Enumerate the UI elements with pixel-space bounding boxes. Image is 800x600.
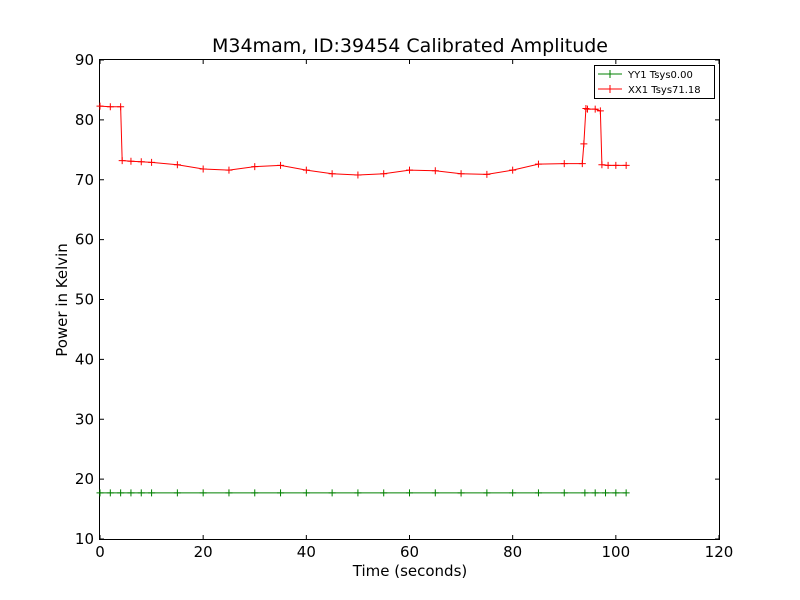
data-point-marker — [483, 170, 491, 178]
data-point-marker — [106, 489, 114, 497]
data-point-marker — [602, 489, 610, 497]
data-point-marker — [431, 489, 439, 497]
data-point-marker — [483, 489, 491, 497]
data-point-marker — [581, 489, 589, 497]
legend-swatch-marker — [606, 70, 614, 78]
data-point-marker — [560, 489, 568, 497]
y-tick-label: 70 — [75, 171, 94, 189]
data-point-marker — [578, 160, 586, 168]
data-point-marker — [582, 104, 590, 112]
data-point-marker — [137, 158, 145, 166]
data-point-marker — [591, 105, 599, 113]
data-point-marker — [127, 489, 135, 497]
data-point-marker — [96, 489, 104, 497]
data-point-marker — [302, 166, 310, 174]
x-tick-label: 0 — [95, 543, 105, 561]
data-point-marker — [328, 170, 336, 178]
legend: YY1 Tsys0.00 XX1 Tsys71.18 — [594, 65, 715, 99]
plot-layer — [96, 102, 630, 497]
x-tick-label: 20 — [194, 543, 213, 561]
legend-swatch-marker — [606, 85, 614, 93]
data-point-marker — [598, 161, 606, 169]
data-point-marker — [251, 489, 259, 497]
chart-title: M34mam, ID:39454 Calibrated Amplitude — [212, 35, 608, 57]
data-point-marker — [457, 489, 465, 497]
y-tick-label: 50 — [75, 291, 94, 309]
legend-box — [594, 65, 715, 99]
data-point-marker — [148, 489, 156, 497]
data-point-marker — [612, 161, 620, 169]
data-point-marker — [380, 170, 388, 178]
data-point-marker — [277, 489, 285, 497]
data-point-marker — [580, 140, 588, 148]
data-point-marker — [148, 158, 156, 166]
data-point-marker — [354, 171, 362, 179]
data-point-marker — [622, 161, 630, 169]
tick-layer: 0 20 40 60 80 100 120 10 20 30 40 50 60 70 80 90 — [75, 51, 733, 561]
data-point-marker — [622, 489, 630, 497]
data-point-marker — [173, 489, 181, 497]
data-point-marker — [509, 489, 517, 497]
data-point-marker — [118, 157, 126, 165]
series-group — [96, 102, 630, 179]
legend-entry-label: YY1 Tsys0.00 — [627, 70, 693, 81]
data-point-marker — [173, 161, 181, 169]
series-group — [96, 489, 630, 497]
data-point-marker — [406, 489, 413, 497]
x-tick-label: 60 — [400, 543, 419, 561]
data-point-marker — [225, 166, 233, 174]
data-point-marker — [406, 166, 413, 174]
y-tick-label: 20 — [75, 470, 94, 488]
y-tick-label: 80 — [75, 111, 94, 129]
y-tick-label: 60 — [75, 231, 94, 249]
data-point-marker — [277, 161, 285, 169]
data-point-marker — [127, 157, 135, 165]
data-point-marker — [596, 107, 604, 115]
data-point-marker — [199, 489, 207, 497]
data-point-marker — [431, 167, 439, 175]
x-tick-label: 40 — [297, 543, 316, 561]
y-tick-label: 90 — [75, 51, 94, 69]
data-point-marker — [591, 489, 599, 497]
data-point-marker — [302, 489, 310, 497]
data-point-marker — [604, 161, 612, 169]
x-axis-label: Time (seconds) — [352, 562, 468, 580]
data-point-marker — [137, 489, 145, 497]
legend-entry-label: XX1 Tsys71.18 — [628, 85, 701, 96]
x-tick-label: 80 — [503, 543, 522, 561]
data-point-marker — [251, 163, 259, 171]
data-point-marker — [534, 489, 542, 497]
x-tick-label: 120 — [705, 543, 734, 561]
data-point-marker — [583, 105, 591, 113]
data-point-marker — [225, 489, 233, 497]
data-point-marker — [199, 165, 207, 173]
data-point-marker — [457, 170, 465, 178]
data-point-marker — [534, 160, 542, 168]
y-tick-label: 10 — [75, 530, 94, 548]
data-point-marker — [612, 489, 620, 497]
data-point-marker — [354, 489, 362, 497]
x-tick-label: 100 — [602, 543, 631, 561]
data-point-marker — [509, 166, 517, 174]
plot-area — [99, 59, 720, 540]
y-tick-label: 30 — [75, 410, 94, 428]
data-point-marker — [328, 489, 336, 497]
data-point-marker — [117, 103, 125, 111]
y-axis-label: Power in Kelvin — [53, 243, 71, 357]
y-tick-label: 40 — [75, 350, 94, 368]
data-point-marker — [96, 102, 104, 110]
data-point-marker — [560, 160, 568, 168]
data-point-marker — [106, 103, 114, 111]
data-point-marker — [117, 489, 125, 497]
data-point-marker — [380, 489, 388, 497]
